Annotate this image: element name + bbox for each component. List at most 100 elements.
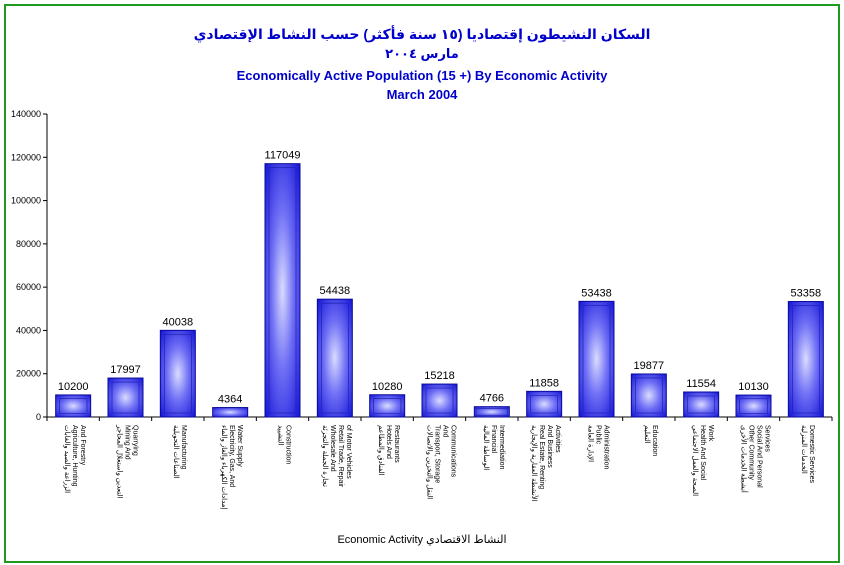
data-label: 4766: [480, 393, 504, 405]
category-label-english: Education: [651, 425, 658, 456]
category-label-arabic: الصناعات التحويلية: [172, 425, 179, 479]
bar-inner-frame: [373, 398, 402, 414]
data-label: 10200: [58, 381, 89, 393]
category-label: الإدارة العامة Public Administration: [587, 425, 610, 469]
category-label: الأنشطة العقارية والإيجارية Real Estate, …: [530, 425, 561, 502]
bar-group: [55, 394, 92, 418]
category-label-english: Wholesale And: [329, 425, 336, 472]
bar-inner-frame: [58, 398, 88, 414]
data-labels: 10200 17997 40038 4364 117049 54438 10280 15218…: [58, 150, 821, 406]
y-tick-label: 120000: [11, 152, 41, 162]
bar-group: [369, 394, 406, 418]
data-label: 10130: [738, 381, 769, 393]
category-label-english: Construction: [285, 425, 292, 464]
category-label: تجارة الجملة والتجزئة Wholesale And Retail…: [321, 425, 352, 488]
data-label: 40038: [163, 316, 194, 328]
chart-title-arabic: السكان النشيطون إقتصاديا (١٥ سنة فأكثر) …: [193, 26, 651, 42]
category-label-english: Communications: [450, 425, 457, 478]
category-label-arabic: الأنشطة العقارية والإيجارية: [530, 425, 539, 502]
bar-group: [421, 383, 458, 418]
category-label: الوساطة المالية Financial Intermediation: [482, 425, 505, 470]
bar: [159, 329, 196, 418]
bar-group: [526, 390, 563, 418]
data-label: 17997: [110, 364, 141, 376]
category-label: إمدادات الكهرباء والغاز والماء Electricit…: [220, 425, 243, 510]
bars: [55, 163, 824, 418]
category-label-english: And Forestry: [79, 425, 86, 466]
data-label: 54438: [320, 285, 351, 297]
category-label-arabic: الصحة والعمل الاجتماعي: [691, 425, 698, 496]
bar: [735, 394, 772, 418]
y-tick-label: 40000: [16, 325, 41, 335]
bar-group: [316, 298, 353, 418]
category-label-arabic: إمدادات الكهرباء والغاز والماء: [220, 425, 228, 510]
bar-group: [787, 301, 824, 418]
data-label: 4364: [218, 394, 242, 406]
category-label: النقل والتخزين والاتصالات Transport, Stor…: [426, 425, 457, 499]
category-label: الزراعة والصيد والغابات Agriculture, Hunt…: [63, 425, 86, 493]
data-label: 53438: [581, 287, 612, 299]
bar-inner-frame: [475, 408, 508, 416]
category-label-arabic: التشييد: [277, 425, 284, 445]
y-tick-label: 140000: [11, 109, 41, 119]
bar: [630, 373, 667, 418]
bar-inner-frame: [320, 302, 349, 414]
category-label-english: Administration: [603, 425, 610, 469]
category-label-english: Agriculture, Hunting: [71, 425, 78, 487]
category-label-arabic: الزراعة والصيد والغابات: [63, 425, 70, 493]
data-label: 10280: [372, 381, 403, 393]
category-label-english: Social And Personal: [756, 425, 763, 488]
data-label: 53358: [791, 288, 822, 300]
category-label-arabic: النقل والتخزين والاتصالات: [426, 425, 433, 499]
bar: [421, 383, 458, 418]
bar-group: [683, 391, 720, 418]
category-label-english: Financial: [490, 425, 497, 453]
bar-group: [630, 373, 667, 418]
bar-inner-frame: [791, 305, 820, 414]
bar-inner-frame: [425, 387, 454, 414]
bar-group: [264, 163, 301, 418]
category-label: التشييد Construction: [277, 425, 292, 464]
y-tick-label: 20000: [16, 369, 41, 379]
category-label-english: Restaurants: [393, 425, 400, 463]
category-label: الصناعات التحويلية Manufacturing: [172, 425, 187, 479]
category-label-english: Hotels And: [385, 425, 392, 459]
category-label-english: Domestic Services: [808, 425, 815, 483]
chart-subtitle-arabic: مارس ٢٠٠٤: [385, 46, 459, 61]
bar-inner-frame: [530, 394, 559, 414]
bar: [787, 301, 824, 418]
category-label: أنشطة الخدمات الأخرى Other Community Socia…: [740, 425, 771, 493]
bar: [316, 298, 353, 418]
bar-group: [473, 406, 510, 418]
category-label-english: of Motor Vehicles: [345, 425, 352, 479]
category-label-english: Water Supply: [236, 425, 243, 467]
bar-group: [107, 377, 144, 418]
bar-inner-frame: [268, 167, 297, 414]
y-tick-label: 80000: [16, 239, 41, 249]
x-axis-label: Economic Activity النشاط الاقتصادي: [337, 534, 507, 546]
bar-group: [212, 407, 249, 418]
category-label-english: Quarrying: [132, 425, 139, 456]
category-label-english: Health And Social: [699, 425, 706, 481]
bar: [55, 394, 92, 418]
bar-group: [578, 300, 615, 418]
data-label: 11554: [686, 378, 716, 390]
category-label: الفنادق والمطاعم Hotels And Restaurants: [377, 425, 400, 476]
bar-inner-frame: [739, 398, 768, 414]
category-label-english: Retail Trade, Repair: [337, 425, 344, 488]
category-label: الخدمات المنزلية Domestic Services: [800, 425, 815, 483]
bar-inner-frame: [111, 381, 140, 414]
category-label-english: And Business: [546, 425, 553, 468]
category-label-arabic: الفنادق والمطاعم: [377, 425, 384, 476]
category-label-english: Public: [595, 425, 602, 445]
category-label-english: Transport, Storage: [434, 425, 441, 483]
chart-subtitle: March 2004: [386, 87, 458, 102]
bar-inner-frame: [163, 333, 192, 414]
bar: [369, 394, 406, 418]
bar: [212, 407, 249, 418]
category-label-arabic: التعليم: [643, 425, 650, 444]
category-label-english: Services: [764, 425, 771, 452]
bar-group: [159, 329, 196, 418]
category-label-arabic: التعدين واستغلال المحاجر: [116, 424, 123, 498]
